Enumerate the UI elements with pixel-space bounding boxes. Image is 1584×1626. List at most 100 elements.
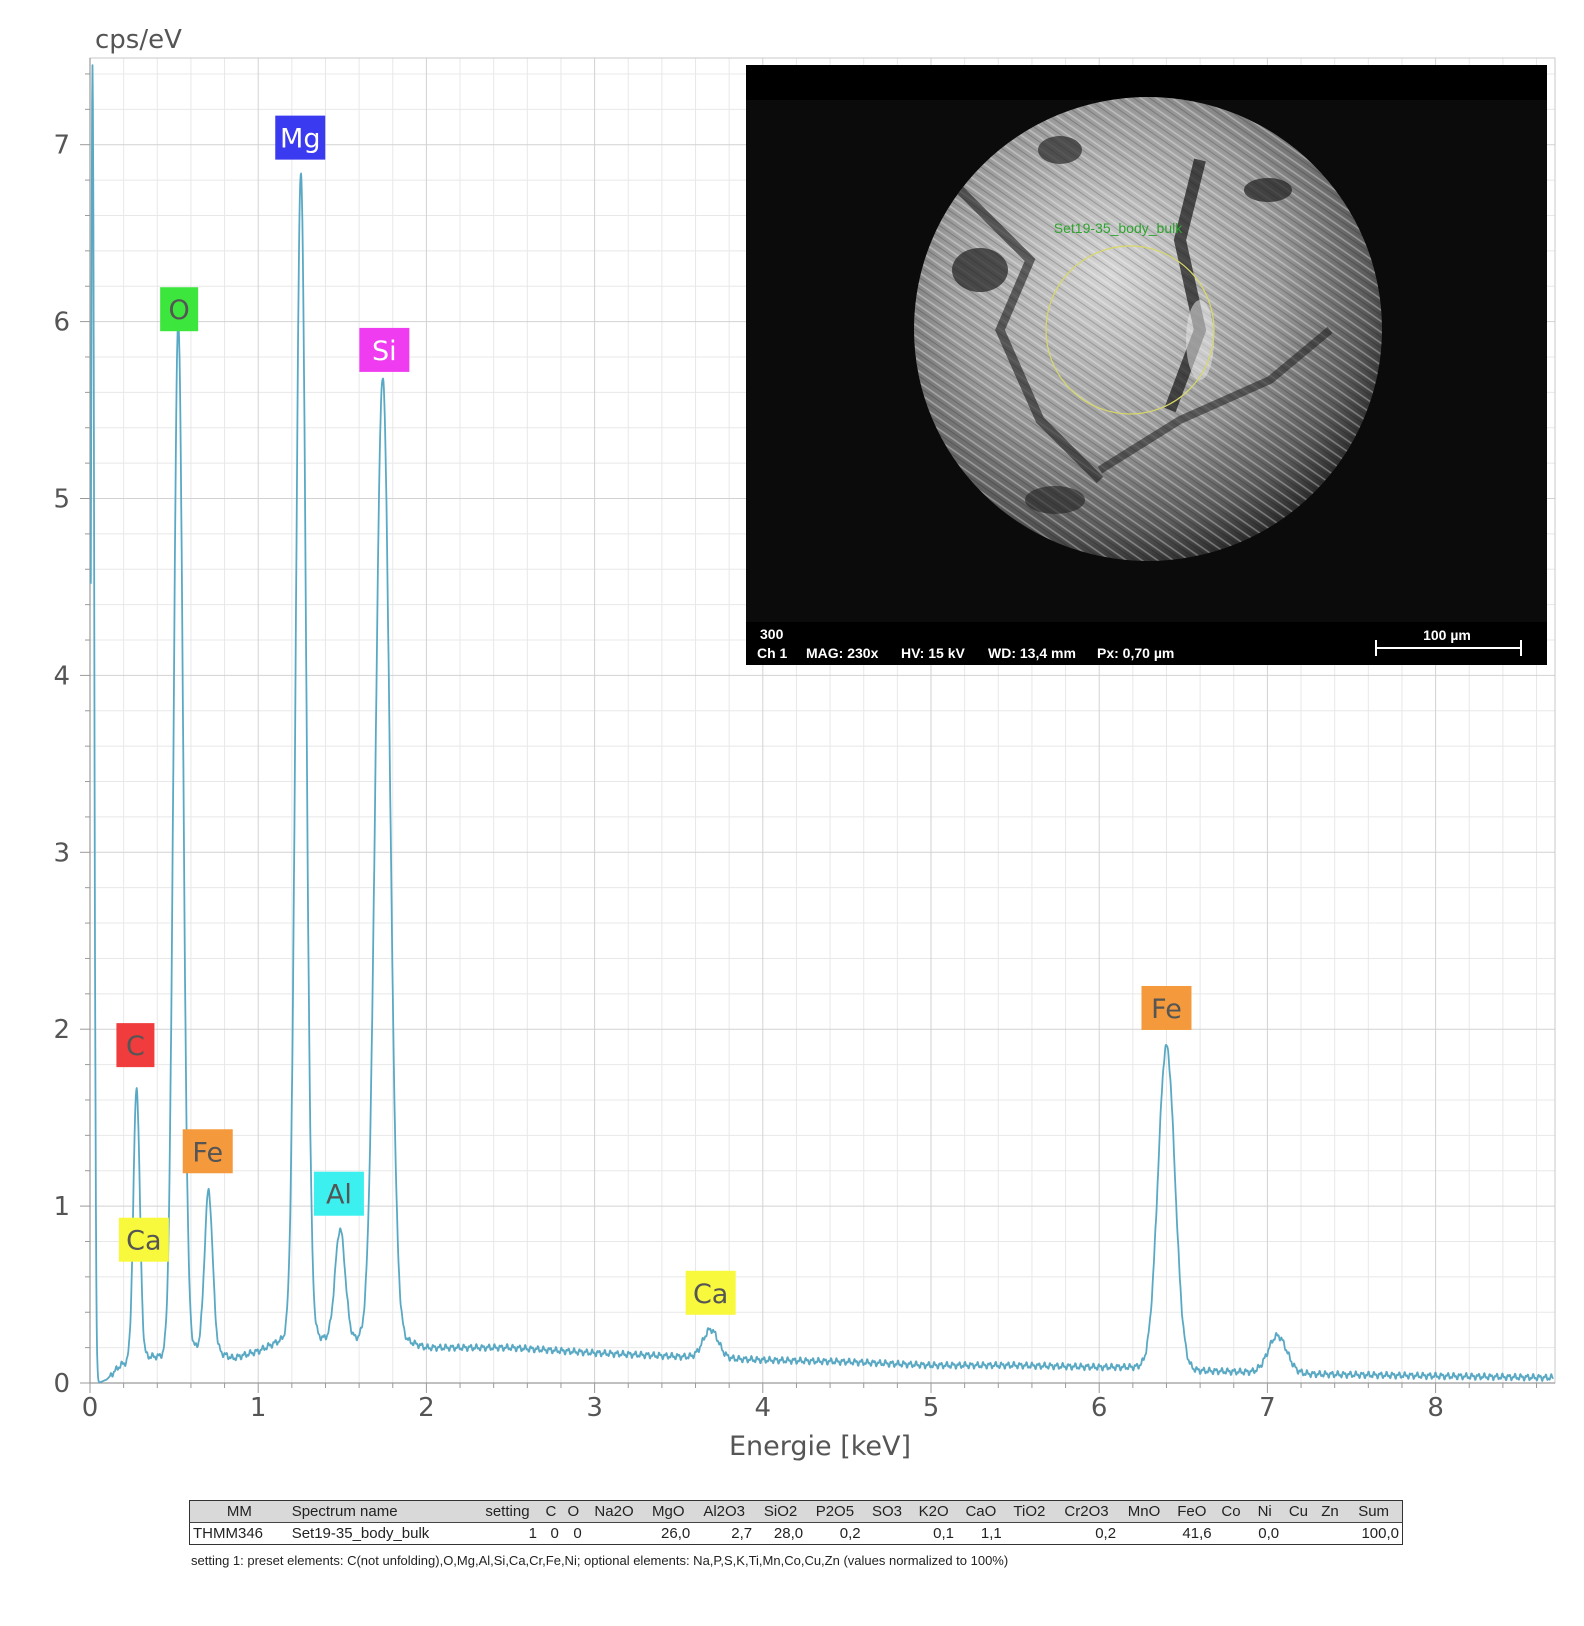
table-header-cell: Cu [1282,1500,1315,1523]
x-axis-label: Energie [keV] [729,1431,911,1462]
x-tick-label: 3 [586,1393,603,1423]
table-cell [1215,1523,1248,1545]
table-cell: 100,0 [1361,1525,1399,1542]
table-header-cell: Zn [1314,1500,1346,1523]
y-tick-label: 1 [53,1192,70,1222]
sem-info-bar [746,622,1547,665]
y-tick-label: 0 [53,1369,70,1399]
element-label-ca: Ca [693,1279,728,1310]
table-cell: 26,0 [661,1525,691,1542]
sem-channel: Ch 1 [757,645,788,661]
sem-image-inset: Set19-35_body_bulk 300 Ch 1 MAG: 230x HV… [746,65,1547,665]
sem-magnification: MAG: 230x [806,645,879,661]
table-header-cell: CaO [957,1500,1005,1523]
table-cell: THMM346 [193,1525,264,1542]
element-label-box [116,1023,155,1068]
table-cell: 0 [573,1525,582,1542]
sem-scale-bar [1375,640,1522,656]
table-header-cell: Al2O3 [693,1500,756,1523]
table-header-cell: FeO [1168,1500,1215,1523]
table-cell: 1 [528,1525,537,1542]
table-footnote: setting 1: preset elements: C(not unfold… [191,1553,1009,1568]
table-header-cell: Na2O [584,1500,644,1523]
composition-table-section: MM Spectrum name setting C O Na2O MgO Al2O3 SiO2… [189,1500,1403,1568]
element-label-fe: Fe [192,1137,223,1168]
x-tick-label: 0 [82,1393,99,1423]
x-tick-label: 1 [250,1393,267,1423]
y-tick-label: 7 [53,131,70,161]
grid-minor [90,58,1555,1383]
element-label-o: O [169,295,190,326]
x-tick-label: 7 [1259,1393,1276,1423]
table-header-row: MM Spectrum name setting C O Na2O MgO Al2O3 SiO2… [189,1500,1403,1523]
table-header-cell: Spectrum name [288,1500,475,1523]
table-cell: 0,2 [1095,1525,1117,1542]
element-label-box [359,327,410,372]
element-label-box [1141,985,1192,1030]
table-cell: 41,6 [1182,1525,1212,1542]
element-label-box [118,1217,169,1262]
table-cell: 0 [550,1525,559,1542]
sem-image-top-bar [746,65,1547,100]
sem-pixel-size: Px: 0,70 µm [1097,645,1174,661]
table-header-cell: TiO2 [1004,1500,1054,1523]
table-header-cell: Sum [1345,1500,1403,1523]
axis-ticks [80,58,1555,1393]
element-label-c: C [126,1031,145,1062]
x-tick-label: 8 [1427,1393,1444,1423]
table-cell: 1,1 [980,1525,1002,1542]
spectrum-line [89,64,1555,1384]
sem-region-label: Set19-35_body_bulk [1054,220,1183,236]
element-label-ca: Ca [126,1226,161,1257]
table-cell: 2,7 [731,1525,753,1542]
table-row: THMM346 Set19-35_body_bulk 1 0 0 26,0 2,7 28,0 0… [190,1523,1403,1545]
element-label-box [685,1270,736,1315]
element-label-fe: Fe [1151,994,1182,1025]
element-label-box [182,1129,233,1174]
table-cell [1315,1523,1345,1545]
y-tick-label: 2 [53,1015,70,1045]
y-tick-label: 6 [53,308,70,338]
x-tick-label: 6 [1091,1393,1108,1423]
element-label-mg: Mg [280,124,320,155]
table-header-cell: SO3 [863,1500,911,1523]
table-header-cell: O [561,1500,585,1523]
table-cell [585,1523,644,1545]
composition-table: MM Spectrum name setting C O Na2O MgO Al2O3 SiO2… [189,1500,1403,1545]
eds-spectrum-chart: 0 1 2 3 4 5 6 7 8 0 1 2 3 4 5 6 7 cps/eV Energie [keV] M… [53,25,1556,1462]
table-header-cell: P2O5 [806,1500,864,1523]
table-cell: 0,2 [839,1525,861,1542]
table-header-cell: C [540,1500,562,1523]
table-cell [864,1523,911,1545]
table-cell: 0,0 [1258,1525,1280,1542]
x-tick-label: 4 [755,1393,772,1423]
x-tick-label: 2 [418,1393,435,1423]
sem-info-line1: 300 [760,626,784,642]
y-axis-label: cps/eV [95,25,182,55]
table-cell: 0,1 [933,1525,955,1542]
table-header-cell: MnO [1119,1500,1169,1523]
table-header-cell: Co [1214,1500,1248,1523]
element-label-box [313,1171,364,1216]
table-cell [1282,1523,1315,1545]
table-body: THMM346 Set19-35_body_bulk 1 0 0 26,0 2,7 28,0 0… [190,1523,1403,1545]
table-cell [1005,1523,1054,1545]
y-tick-label: 5 [53,485,70,515]
sem-scale-bar-label: 100 µm [1423,627,1471,643]
table-cell: Set19-35_body_bulk [291,1525,430,1542]
element-label-si: Si [372,336,397,367]
table-header-cell: Ni [1247,1500,1283,1523]
table-header-cell: K2O [910,1500,958,1523]
sem-voltage: HV: 15 kV [901,645,965,661]
sem-working-distance: WD: 13,4 mm [988,645,1076,661]
table-header-cell: MM [189,1500,289,1523]
table-header-cell: SiO2 [755,1500,807,1523]
table-cell [1119,1523,1169,1545]
element-label-al: Al [326,1180,352,1211]
table-header-cell: Cr2O3 [1053,1500,1120,1523]
y-tick-label: 3 [53,838,70,868]
table-header-cell: MgO [643,1500,694,1523]
sem-analysis-region-circle [1045,245,1215,415]
table-header-cell: setting [474,1500,540,1523]
element-labels: Mg O Si C Fe Al Ca Ca Fe [116,115,1192,1315]
